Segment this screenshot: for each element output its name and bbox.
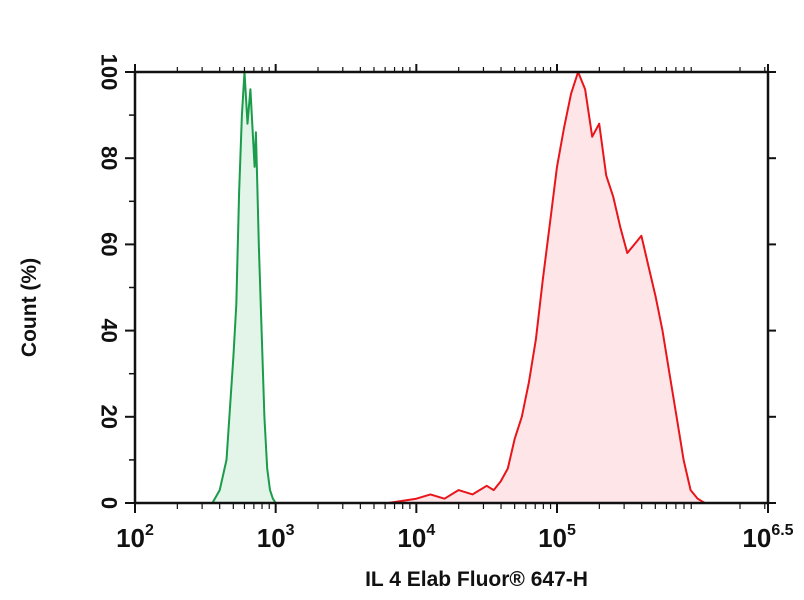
series-1-fill [212,72,279,503]
x-tick-label: 102 [116,522,154,553]
y-tick-label: 0 [97,497,122,509]
y-axis: 0 20 40 60 80 100 [97,54,776,509]
y-tick-label: 80 [97,146,122,170]
x-axis: 102 103 104 105 106.5 [116,64,794,553]
x-axis-title: IL 4 Elab Fluor® 647-H [365,568,588,591]
series-2-line [303,71,712,504]
series-lines [211,71,712,504]
y-tick-label: 60 [97,232,122,256]
x-tick-label: 103 [257,522,295,553]
series-1-line [211,71,279,504]
series-fills [212,72,712,503]
x-tick-label: 106.5 [742,522,793,553]
x-tick-label: 105 [538,522,576,553]
y-tick-label: 20 [97,405,122,429]
x-tick-label: 104 [397,522,435,553]
series-2-fill [303,72,712,503]
y-axis-title: Count (%) [18,258,41,357]
y-tick-label: 100 [97,54,122,91]
y-tick-label: 40 [97,318,122,342]
